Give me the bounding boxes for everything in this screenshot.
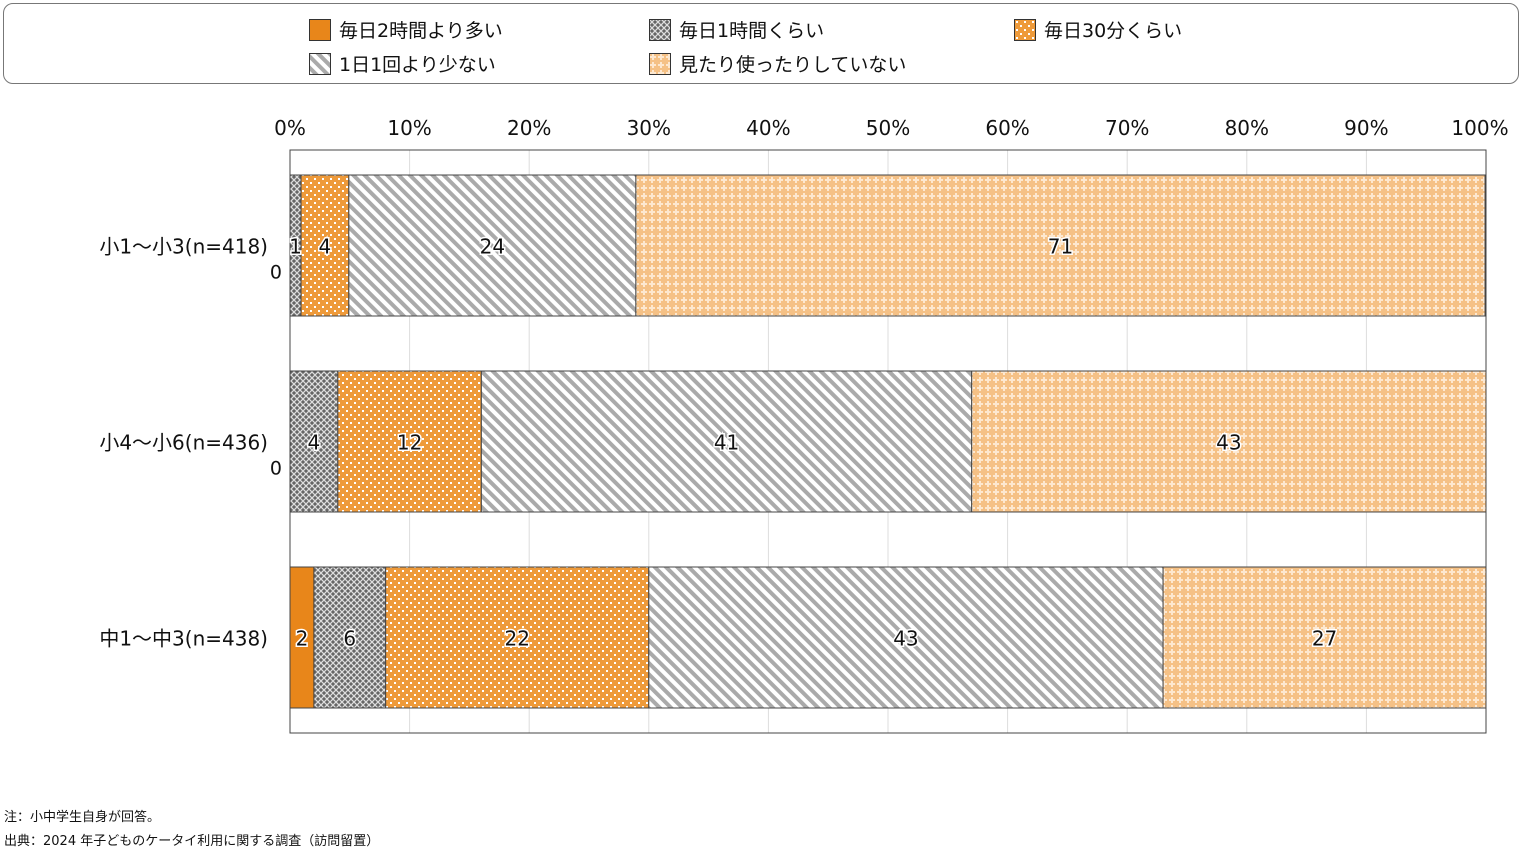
chart-note: 注：小中学生自身が回答。 bbox=[4, 810, 161, 825]
bar-segment bbox=[648, 566, 1164, 709]
data-label: 22 bbox=[505, 627, 530, 651]
data-label: 27 bbox=[1312, 627, 1337, 651]
data-label: 0 bbox=[270, 458, 282, 480]
x-tick-label: 100% bbox=[1451, 116, 1508, 140]
data-label: 24 bbox=[480, 235, 505, 259]
legend-label: 毎日2時間より多い bbox=[339, 20, 503, 42]
x-tick-label: 80% bbox=[1225, 116, 1269, 140]
legend: 毎日2時間より多い 毎日1時間くらい 毎日30分くらい 1日1回より少ない 見たり使った… bbox=[3, 3, 1519, 84]
data-label: 4 bbox=[319, 235, 332, 259]
data-label: 43 bbox=[893, 627, 918, 651]
x-tick-label: 60% bbox=[985, 116, 1029, 140]
bar-segment bbox=[313, 566, 387, 709]
data-label: 41 bbox=[714, 431, 739, 455]
legend-swatch bbox=[309, 52, 331, 75]
data-label: 2 bbox=[296, 627, 309, 651]
legend-swatch bbox=[309, 18, 331, 41]
x-tick-label: 10% bbox=[387, 116, 431, 140]
bar-segment bbox=[300, 174, 350, 317]
legend-item: 毎日1時間くらい bbox=[649, 16, 824, 43]
stacked-bar-chart: 0% 10% 20% 30% 40% 50% 60% 70% 80% 90% 100% 小1～小3(n… bbox=[99, 116, 1509, 734]
legend-item: 見たり使ったりしていない bbox=[649, 50, 906, 77]
data-label: 71 bbox=[1048, 235, 1073, 259]
bar-segment bbox=[480, 370, 973, 513]
bar-segment bbox=[971, 370, 1487, 513]
data-label: 1 bbox=[289, 235, 302, 259]
legend-swatch bbox=[649, 18, 671, 41]
x-tick-label: 40% bbox=[746, 116, 790, 140]
x-tick-label: 0% bbox=[274, 116, 306, 140]
bar-segment bbox=[337, 370, 482, 513]
data-label: 12 bbox=[397, 431, 422, 455]
x-tick-label: 20% bbox=[507, 116, 551, 140]
data-label: 0 bbox=[270, 262, 282, 284]
category-label: 中1～中3(n=438) bbox=[99, 627, 268, 651]
legend-item: 1日1回より少ない bbox=[309, 50, 496, 77]
x-tick-label: 70% bbox=[1105, 116, 1149, 140]
bar-segment bbox=[1162, 566, 1487, 709]
legend-swatch bbox=[1014, 18, 1036, 41]
category-label: 小4～小6(n=436) bbox=[99, 431, 268, 455]
x-tick-label: 90% bbox=[1344, 116, 1388, 140]
bar-segment bbox=[348, 174, 637, 317]
data-label: 6 bbox=[343, 627, 356, 651]
x-tick-label: 50% bbox=[866, 116, 910, 140]
legend-swatch bbox=[649, 52, 671, 75]
legend-label: 毎日30分くらい bbox=[1044, 20, 1183, 42]
data-label: 43 bbox=[1216, 431, 1241, 455]
legend-item: 毎日30分くらい bbox=[1014, 16, 1182, 43]
bar-segment bbox=[289, 370, 339, 513]
chart-source: 出典：2024 年子どものケータイ利用に関する調査（訪問留置） bbox=[4, 834, 380, 849]
x-tick-label: 30% bbox=[627, 116, 671, 140]
bar-segment bbox=[635, 174, 1486, 317]
legend-label: 見たり使ったりしていない bbox=[679, 54, 907, 76]
legend-item: 毎日2時間より多い bbox=[309, 16, 503, 43]
legend-label: 1日1回より少ない bbox=[339, 54, 496, 76]
legend-label: 毎日1時間くらい bbox=[679, 20, 825, 42]
data-label: 4 bbox=[308, 431, 321, 455]
bar-segment bbox=[385, 566, 650, 709]
category-label: 小1～小3(n=418) bbox=[99, 235, 268, 259]
